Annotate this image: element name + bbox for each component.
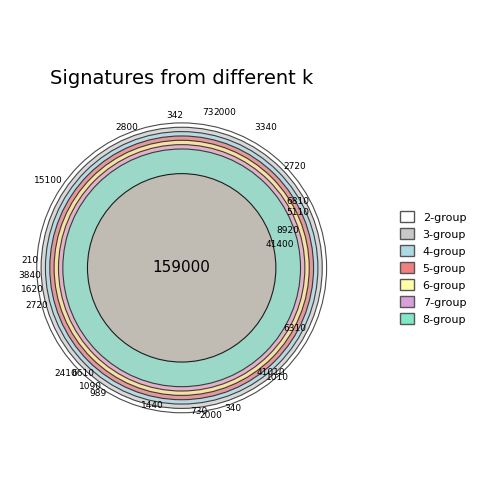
Circle shape bbox=[54, 140, 309, 395]
Text: 342: 342 bbox=[166, 111, 183, 120]
Text: 2000: 2000 bbox=[214, 108, 236, 117]
Legend: 2-group, 3-group, 4-group, 5-group, 6-group, 7-group, 8-group: 2-group, 3-group, 4-group, 5-group, 6-gr… bbox=[397, 208, 469, 328]
Text: 2720: 2720 bbox=[26, 301, 48, 310]
Text: 2800: 2800 bbox=[115, 123, 138, 132]
Title: Signatures from different k: Signatures from different k bbox=[50, 70, 313, 89]
Text: 6310: 6310 bbox=[283, 324, 306, 333]
Circle shape bbox=[41, 127, 322, 408]
Text: 1010: 1010 bbox=[266, 373, 289, 383]
Text: 159000: 159000 bbox=[153, 261, 211, 275]
Circle shape bbox=[45, 132, 318, 404]
Text: 5110: 5110 bbox=[286, 208, 309, 217]
Text: 41400: 41400 bbox=[266, 240, 294, 249]
Circle shape bbox=[50, 136, 313, 400]
Text: 41010: 41010 bbox=[257, 368, 286, 376]
Text: 3340: 3340 bbox=[254, 123, 277, 132]
Circle shape bbox=[63, 149, 300, 387]
Text: 2000: 2000 bbox=[199, 411, 222, 420]
Text: 73: 73 bbox=[202, 108, 214, 117]
Text: 1090: 1090 bbox=[79, 382, 102, 391]
Circle shape bbox=[37, 123, 327, 413]
Text: 2720: 2720 bbox=[283, 162, 306, 171]
Circle shape bbox=[88, 173, 276, 362]
Text: 3840: 3840 bbox=[18, 271, 41, 280]
Text: 1620: 1620 bbox=[21, 285, 44, 294]
Text: 1440: 1440 bbox=[141, 401, 164, 410]
Text: 15100: 15100 bbox=[34, 176, 63, 185]
Text: 6610: 6610 bbox=[72, 369, 95, 378]
Text: 8920: 8920 bbox=[276, 226, 299, 235]
Text: 989: 989 bbox=[89, 390, 106, 399]
Text: 340: 340 bbox=[224, 404, 241, 413]
Text: 6810: 6810 bbox=[286, 197, 309, 206]
Text: 210: 210 bbox=[21, 256, 38, 265]
Text: 730: 730 bbox=[191, 407, 208, 416]
Text: 2410: 2410 bbox=[54, 369, 77, 378]
Circle shape bbox=[58, 145, 305, 391]
